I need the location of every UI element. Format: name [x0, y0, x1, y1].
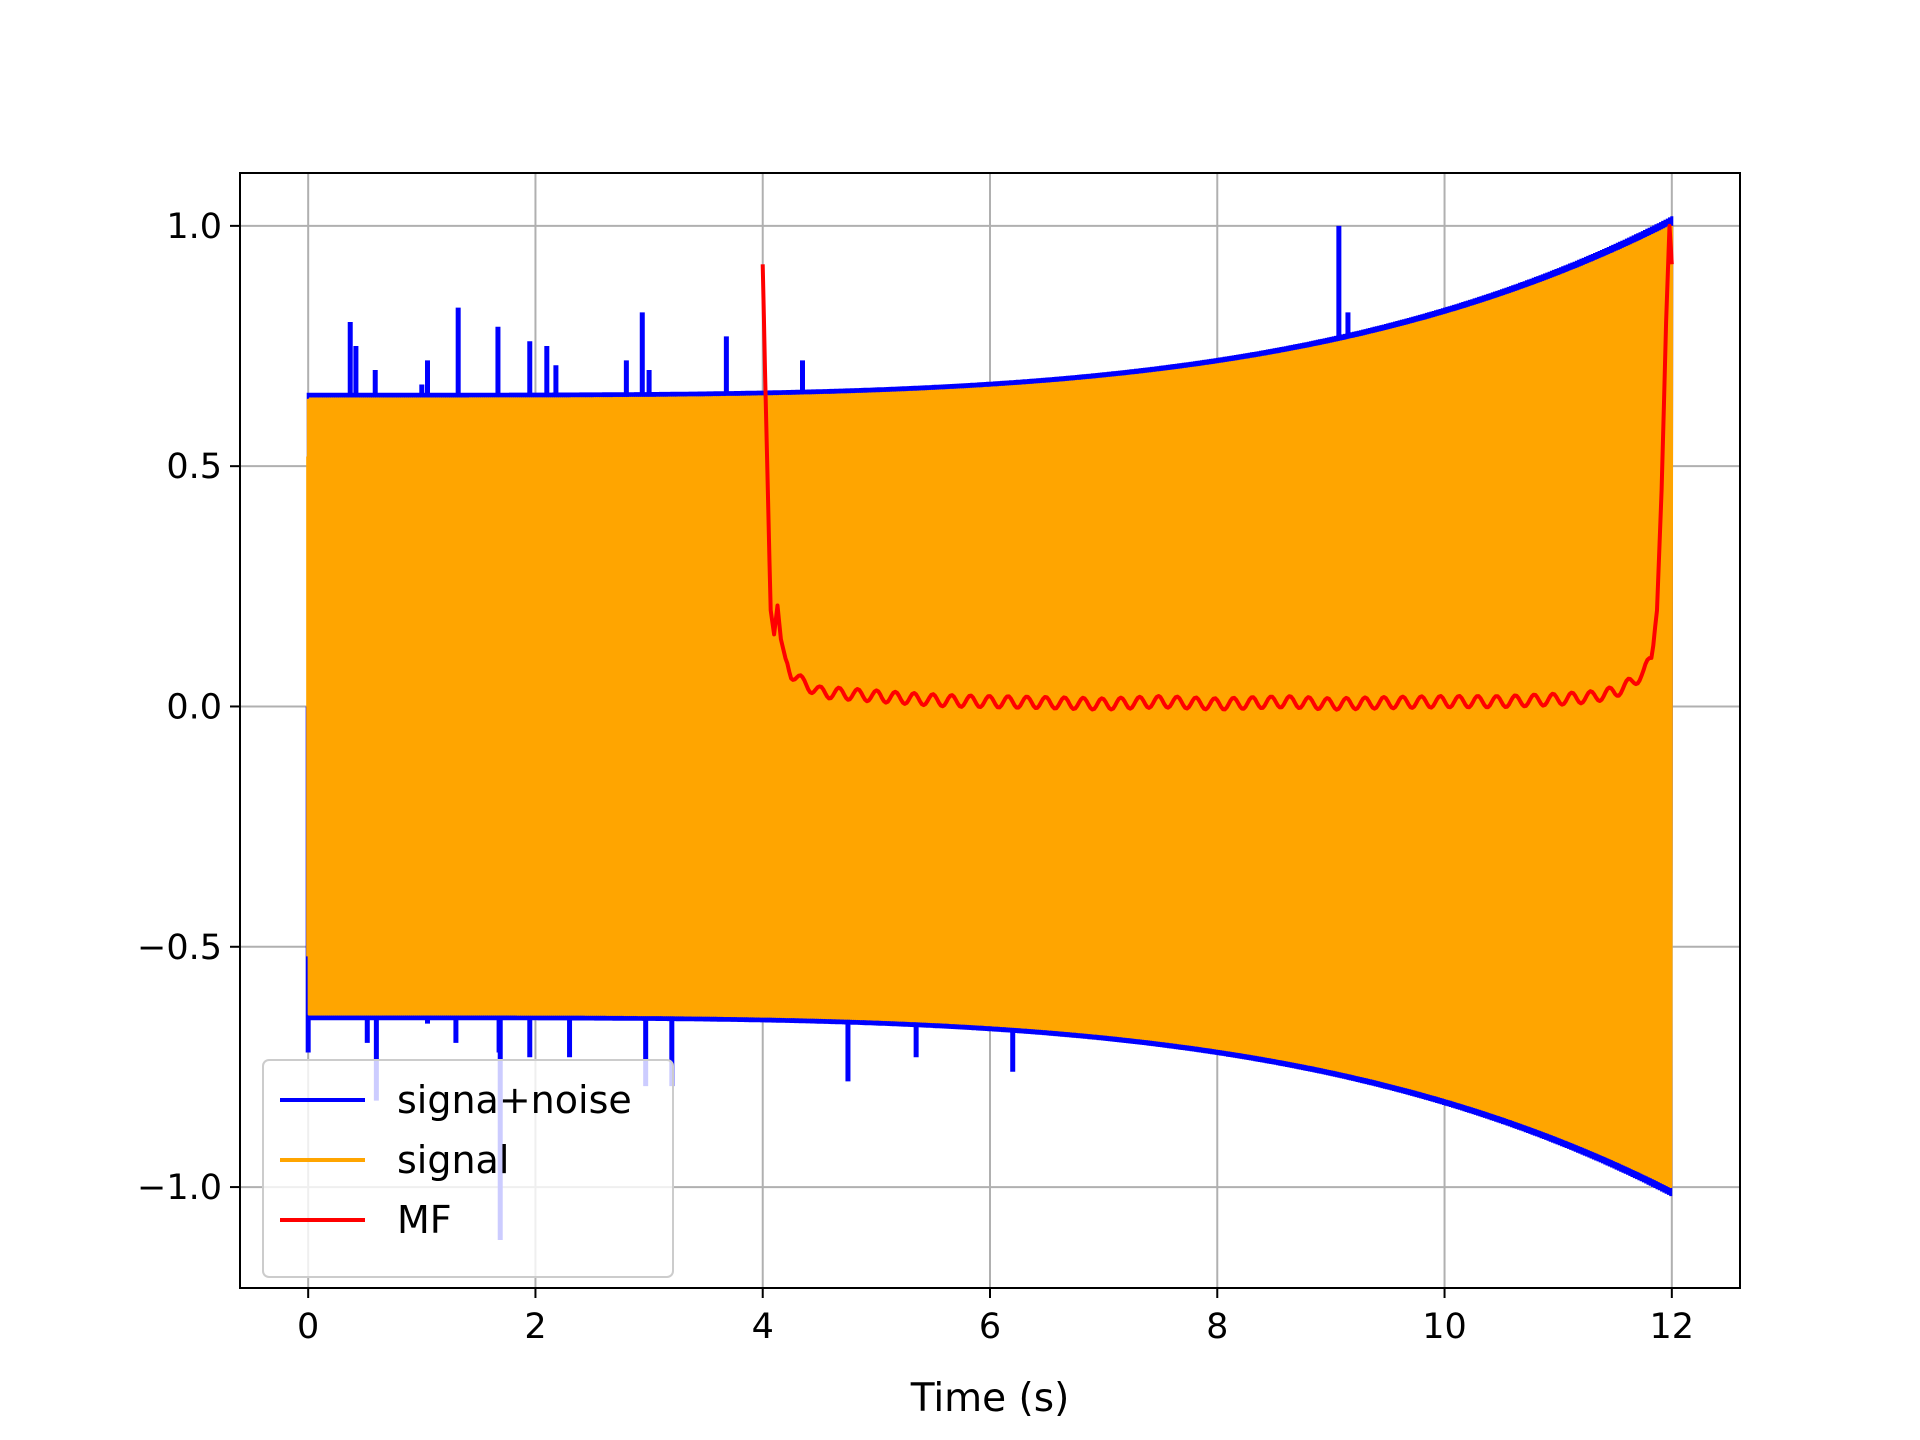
- legend-label: signa+noise: [397, 1078, 632, 1122]
- x-tick-label: 12: [1650, 1307, 1695, 1347]
- series-signa-noise-line: [306, 216, 1674, 1197]
- x-tick-label: 10: [1422, 1307, 1467, 1347]
- y-tick-label: −0.5: [137, 928, 222, 968]
- series-signal-line: [306, 225, 1674, 1189]
- y-tick-label: 0.0: [166, 687, 222, 727]
- y-tick-label: −1.0: [137, 1168, 222, 1208]
- series-mf-line: [760, 223, 1674, 712]
- x-tick-label: 2: [524, 1307, 546, 1347]
- x-tick-label: 4: [752, 1307, 774, 1347]
- x-axis-label: Time (s): [910, 1376, 1070, 1421]
- x-tick-label: 8: [1206, 1307, 1228, 1347]
- axis-ticks: 0 2 4 6 8 10 12 −1.0 −0.5 0.0 0.5 1.0: [137, 207, 1694, 1347]
- y-tick-label: 0.5: [166, 447, 222, 487]
- x-tick-label: 0: [297, 1307, 319, 1347]
- legend-label: MF: [397, 1198, 452, 1242]
- legend-box: [262, 1059, 674, 1278]
- x-tick-label: 6: [979, 1307, 1001, 1347]
- legend: signa+noise signal MF: [262, 1059, 674, 1278]
- y-tick-label: 1.0: [166, 207, 222, 247]
- legend-label: signal: [397, 1138, 509, 1182]
